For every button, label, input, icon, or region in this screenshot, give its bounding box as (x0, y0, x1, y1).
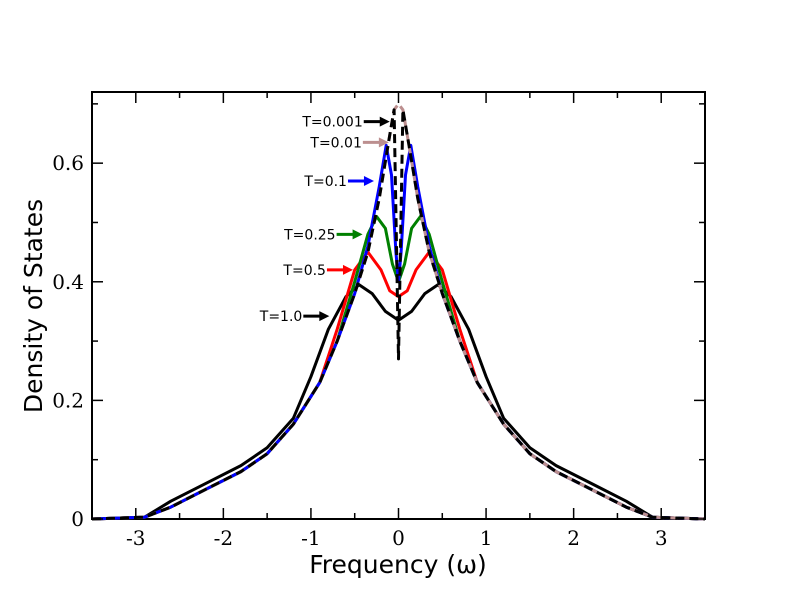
y-tick-label: 0.4 (52, 270, 84, 294)
y-axis-title: Density of States (19, 199, 48, 413)
series-line-t-0-001 (91, 108, 706, 521)
annotation-label-t-0-001: T=0.001 (301, 115, 362, 131)
annotation-arrow-head-t-0-001 (379, 116, 390, 127)
x-tick-label: 0 (392, 526, 405, 550)
y-tick-label: 0 (71, 507, 84, 531)
annotation-label-t-1-0: T=1.0 (259, 309, 303, 325)
annotations-layer: T=0.001 T=0.01 T=0.1 T=0.25 T=0.5 T=1.0 (259, 115, 390, 325)
annotation-label-t-0-1: T=0.1 (303, 174, 347, 190)
annotation-label-t-0-5: T=0.5 (282, 263, 326, 279)
x-tick-label: 1 (480, 526, 493, 550)
annotation-label-t-0-01: T=0.01 (309, 135, 361, 151)
annotation-label-t-0-25: T=0.25 (283, 227, 335, 243)
x-tick-label: 3 (655, 526, 668, 550)
x-axis-title: Frequency (ω) (309, 550, 487, 579)
x-tick-label: -1 (301, 526, 320, 550)
x-tick-label: -2 (214, 526, 233, 550)
series-layer (91, 102, 706, 521)
annotation-arrow-head-t-1-0 (319, 311, 330, 322)
annotation-arrow-head-t-0-25 (352, 229, 363, 240)
series-line-t-0-25 (91, 215, 706, 521)
annotation-arrow-head-t-0-1 (363, 175, 374, 186)
x-tick-label: -3 (126, 526, 145, 550)
y-tick-label: 0.2 (52, 388, 84, 412)
annotation-arrow-head-t-0-5 (342, 264, 353, 275)
x-tick-label: 2 (567, 526, 580, 550)
y-tick-label: 0.6 (52, 151, 84, 175)
annotation-arrow-head-t-0-01 (378, 137, 389, 148)
ticks-layer: -3 -2 -1 0 1 2 3 0 0.2 0.4 0.6 (52, 92, 706, 550)
